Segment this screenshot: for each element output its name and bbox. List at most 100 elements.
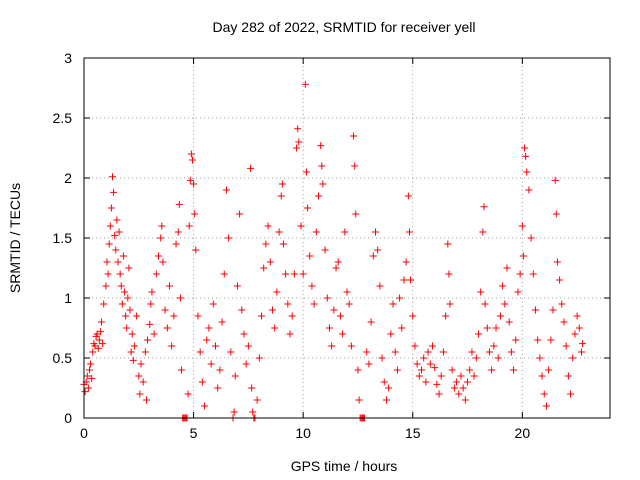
data-point: [562, 342, 570, 350]
data-point: [461, 396, 469, 404]
data-point: [273, 288, 281, 296]
y-tick-label: 1: [64, 290, 72, 306]
data-point: [367, 318, 375, 326]
data-point: [115, 228, 123, 236]
data-point: [118, 300, 126, 308]
data-point: [457, 372, 465, 380]
data-point: [103, 258, 111, 266]
data-point: [137, 360, 145, 368]
data-point: [147, 300, 155, 308]
data-point: [284, 300, 292, 308]
data-point: [571, 330, 579, 338]
data-point: [87, 360, 95, 368]
data-point: [106, 222, 114, 230]
data-point: [165, 282, 173, 290]
data-point: [188, 156, 196, 164]
axes: 0 5 10 15 20 0 0.5 1 1.5 2 2.5 3: [53, 50, 611, 441]
data-point: [470, 372, 478, 380]
data-point: [148, 288, 156, 296]
data-point: [363, 348, 371, 356]
data-point: [128, 330, 136, 338]
data-point: [405, 228, 413, 236]
data-point: [442, 312, 450, 320]
x-tick-label: 5: [190, 425, 198, 441]
data-point: [422, 378, 430, 386]
data-point: [389, 300, 397, 308]
data-point: [374, 246, 382, 254]
data-point: [560, 318, 568, 326]
data-point: [431, 364, 439, 372]
data-point: [214, 384, 222, 392]
data-point: [536, 354, 544, 362]
data-point: [468, 348, 476, 356]
data-point: [505, 318, 513, 326]
data-point: [113, 216, 121, 224]
data-point: [310, 300, 318, 308]
data-point: [184, 390, 192, 398]
data-point: [477, 288, 485, 296]
data-point: [89, 348, 97, 356]
data-point: [330, 306, 338, 314]
data-point: [295, 138, 303, 146]
data-point: [485, 348, 493, 356]
data-point: [376, 282, 384, 290]
data-point: [527, 234, 535, 242]
data-point: [404, 192, 412, 200]
x-tick-label: 10: [295, 425, 311, 441]
data-point: [510, 366, 518, 374]
data-point: [176, 294, 184, 302]
data-point: [424, 348, 432, 356]
data-point: [355, 396, 363, 404]
data-point: [248, 384, 256, 392]
y-tick-label: 1.5: [53, 230, 73, 246]
data-point: [318, 162, 326, 170]
data-point: [119, 252, 127, 260]
data-point: [129, 356, 137, 364]
data-point: [99, 340, 107, 348]
data-point: [334, 258, 342, 266]
data-point: [407, 276, 415, 284]
data-point: [220, 270, 228, 278]
data-point: [488, 366, 496, 374]
data-point: [114, 258, 122, 266]
data-point: [216, 366, 224, 374]
data-point: [170, 312, 178, 320]
data-point: [249, 408, 257, 416]
data-point: [426, 360, 434, 368]
data-point: [190, 180, 198, 188]
data-point: [437, 372, 445, 380]
data-point: [207, 360, 215, 368]
data-point: [483, 324, 491, 332]
data-point: [198, 378, 206, 386]
data-point: [130, 342, 138, 350]
y-tick-label: 0: [64, 410, 72, 426]
data-point: [135, 372, 143, 380]
data-point: [480, 203, 488, 211]
data-point: [433, 380, 441, 388]
data-point: [413, 360, 421, 368]
data-point: [534, 336, 542, 344]
data-point: [312, 228, 320, 236]
data-point: [418, 366, 426, 374]
data-point: [551, 176, 559, 184]
data-point: [236, 210, 244, 218]
data-point: [445, 270, 453, 278]
data-point: [94, 344, 102, 352]
data-point: [178, 366, 186, 374]
data-point: [255, 354, 263, 362]
data-point: [209, 300, 217, 308]
data-point: [347, 342, 355, 350]
data-point: [558, 300, 566, 308]
data-point: [382, 396, 390, 404]
data-point: [290, 270, 298, 278]
data-point: [205, 324, 213, 332]
data-point: [306, 252, 314, 260]
data-point: [141, 348, 149, 356]
data-point: [547, 336, 555, 344]
data-point: [304, 204, 312, 212]
data-point: [507, 348, 515, 356]
data-point: [175, 200, 183, 208]
data-point: [194, 312, 202, 320]
data-point: [514, 288, 522, 296]
data-point: [545, 366, 553, 374]
